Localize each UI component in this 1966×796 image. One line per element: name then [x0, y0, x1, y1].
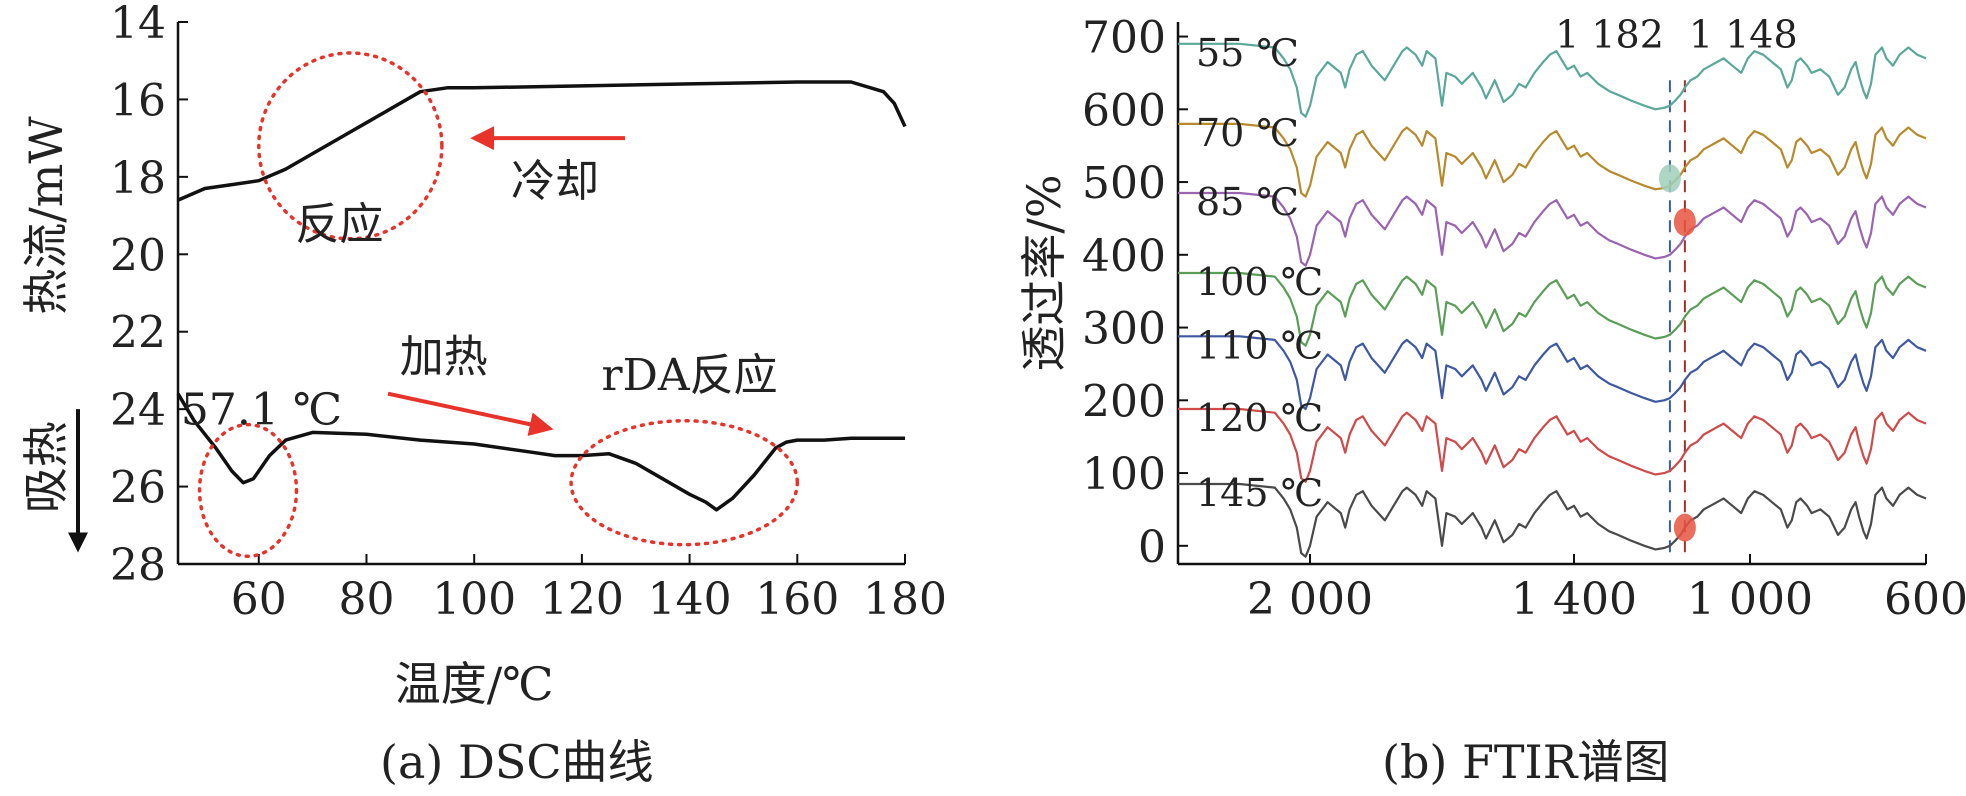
ftir-series-line: [1178, 191, 1927, 267]
ftir-series-label: 145 ℃: [1196, 471, 1323, 515]
dsc-heating-curve: [176, 392, 905, 512]
panel-b-caption: (b) FTIR谱图: [1382, 735, 1670, 789]
ftir-series-line: [1178, 335, 1927, 411]
dsc-x-tick-label: 140: [648, 574, 732, 625]
dsc-highlight-ellipse: [257, 51, 444, 241]
ftir-y-tick-label: 600: [1082, 85, 1166, 136]
dsc-y-axis-label: 热流/mW: [19, 116, 73, 315]
ftir-band-highlight: [1673, 513, 1696, 542]
ftir-y-tick-label: 700: [1082, 13, 1166, 64]
ftir-series-line: [1178, 407, 1927, 483]
dsc-x-tick-label: 160: [755, 574, 839, 625]
dsc-cooling-curve: [177, 80, 907, 202]
ftir-series-line: [1178, 42, 1927, 118]
ftir-series-label: 110 ℃: [1196, 323, 1323, 367]
dsc-annotation-label: 反应: [296, 199, 384, 250]
dsc-y-tick-label: 28: [110, 540, 166, 591]
ftir-y-tick-label: 500: [1082, 158, 1166, 209]
ftir-series-line: [1178, 271, 1927, 347]
dsc-highlight-ellipse: [569, 419, 800, 547]
dsc-x-tick-label: 120: [540, 574, 624, 625]
dsc-y-tick-label: 20: [110, 230, 166, 281]
dsc-annotation-label: 57.1 ℃: [181, 385, 342, 436]
dsc-highlight-ellipse: [197, 422, 299, 559]
ftir-y-tick-label: 300: [1082, 304, 1166, 355]
dsc-y-tick-label: 24: [110, 385, 166, 436]
ftir-series-line: [1178, 122, 1927, 198]
ftir-band-highlight: [1673, 208, 1696, 237]
dsc-annotation-arrow: [387, 391, 554, 437]
ftir-band-highlight: [1658, 164, 1681, 193]
dsc-x-tick-label: 60: [231, 574, 287, 625]
dsc-annotation-label: rDA反应: [602, 350, 778, 401]
dsc-annotation-label: 加热: [400, 332, 488, 383]
dsc-y-tick-label: 18: [110, 153, 166, 204]
ftir-series-label: 70 ℃: [1196, 111, 1299, 155]
ftir-y-tick-label: 400: [1082, 231, 1166, 282]
ftir-series-label: 85 ℃: [1196, 180, 1299, 224]
ftir-marker-label: 1 148: [1689, 12, 1798, 56]
ftir-series-label: 100 ℃: [1196, 260, 1323, 304]
dsc-y-tick-label: 16: [110, 75, 166, 126]
ftir-x-tick-label: 600: [1884, 574, 1966, 625]
dsc-annotation-label: 冷却: [511, 156, 599, 207]
ftir-y-tick-label: 0: [1138, 522, 1166, 573]
ftir-series-label: 120 ℃: [1196, 396, 1323, 440]
ftir-marker-label: 1 182: [1555, 12, 1664, 56]
dsc-y-tick-label: 26: [110, 463, 166, 514]
ftir-y-axis-label: 透过率/%: [1017, 174, 1071, 371]
ftir-y-tick-label: 200: [1082, 376, 1166, 427]
dsc-x-tick-label: 180: [863, 574, 947, 625]
ftir-x-tick-label: 1 400: [1511, 574, 1637, 625]
dsc-x-axis-label: 温度/℃: [395, 657, 554, 711]
dsc-y-tick-label: 22: [110, 308, 166, 359]
panel-a-caption: (a) DSC曲线: [380, 735, 654, 789]
ftir-series-label: 55 ℃: [1196, 31, 1299, 75]
ftir-x-tick-label: 1 000: [1687, 574, 1813, 625]
dsc-x-tick-label: 100: [432, 574, 516, 625]
ftir-x-tick-label: 2 000: [1247, 574, 1373, 625]
ftir-series-line: [1178, 482, 1927, 558]
dsc-endo-label: 吸热: [19, 421, 73, 513]
ftir-y-tick-label: 100: [1082, 449, 1166, 500]
dsc-y-tick-label: 14: [110, 0, 166, 49]
dsc-x-tick-label: 80: [338, 574, 394, 625]
